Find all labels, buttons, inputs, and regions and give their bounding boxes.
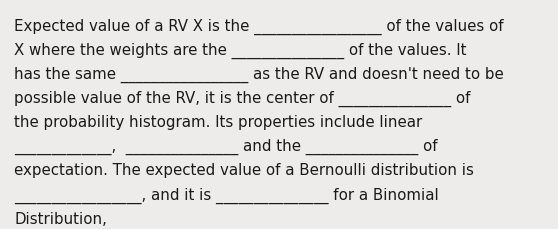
Text: _________________, and it is _______________ for a Binomial: _________________, and it is ___________… [14,187,439,203]
Text: _____________,  _______________ and the _______________ of: _____________, _______________ and the _… [14,139,437,155]
Text: has the same _________________ as the RV and doesn't need to be: has the same _________________ as the RV… [14,66,504,82]
Text: the probability histogram. Its properties include linear: the probability histogram. Its propertie… [14,114,422,129]
Text: Distribution,: Distribution, [14,211,107,226]
Text: expectation. The expected value of a Bernoulli distribution is: expectation. The expected value of a Ber… [14,163,474,177]
Text: Expected value of a RV X is the _________________ of the values of: Expected value of a RV X is the ________… [14,18,504,34]
Text: possible value of the RV, it is the center of _______________ of: possible value of the RV, it is the cent… [14,90,470,106]
Text: X where the weights are the _______________ of the values. It: X where the weights are the ____________… [14,42,466,58]
